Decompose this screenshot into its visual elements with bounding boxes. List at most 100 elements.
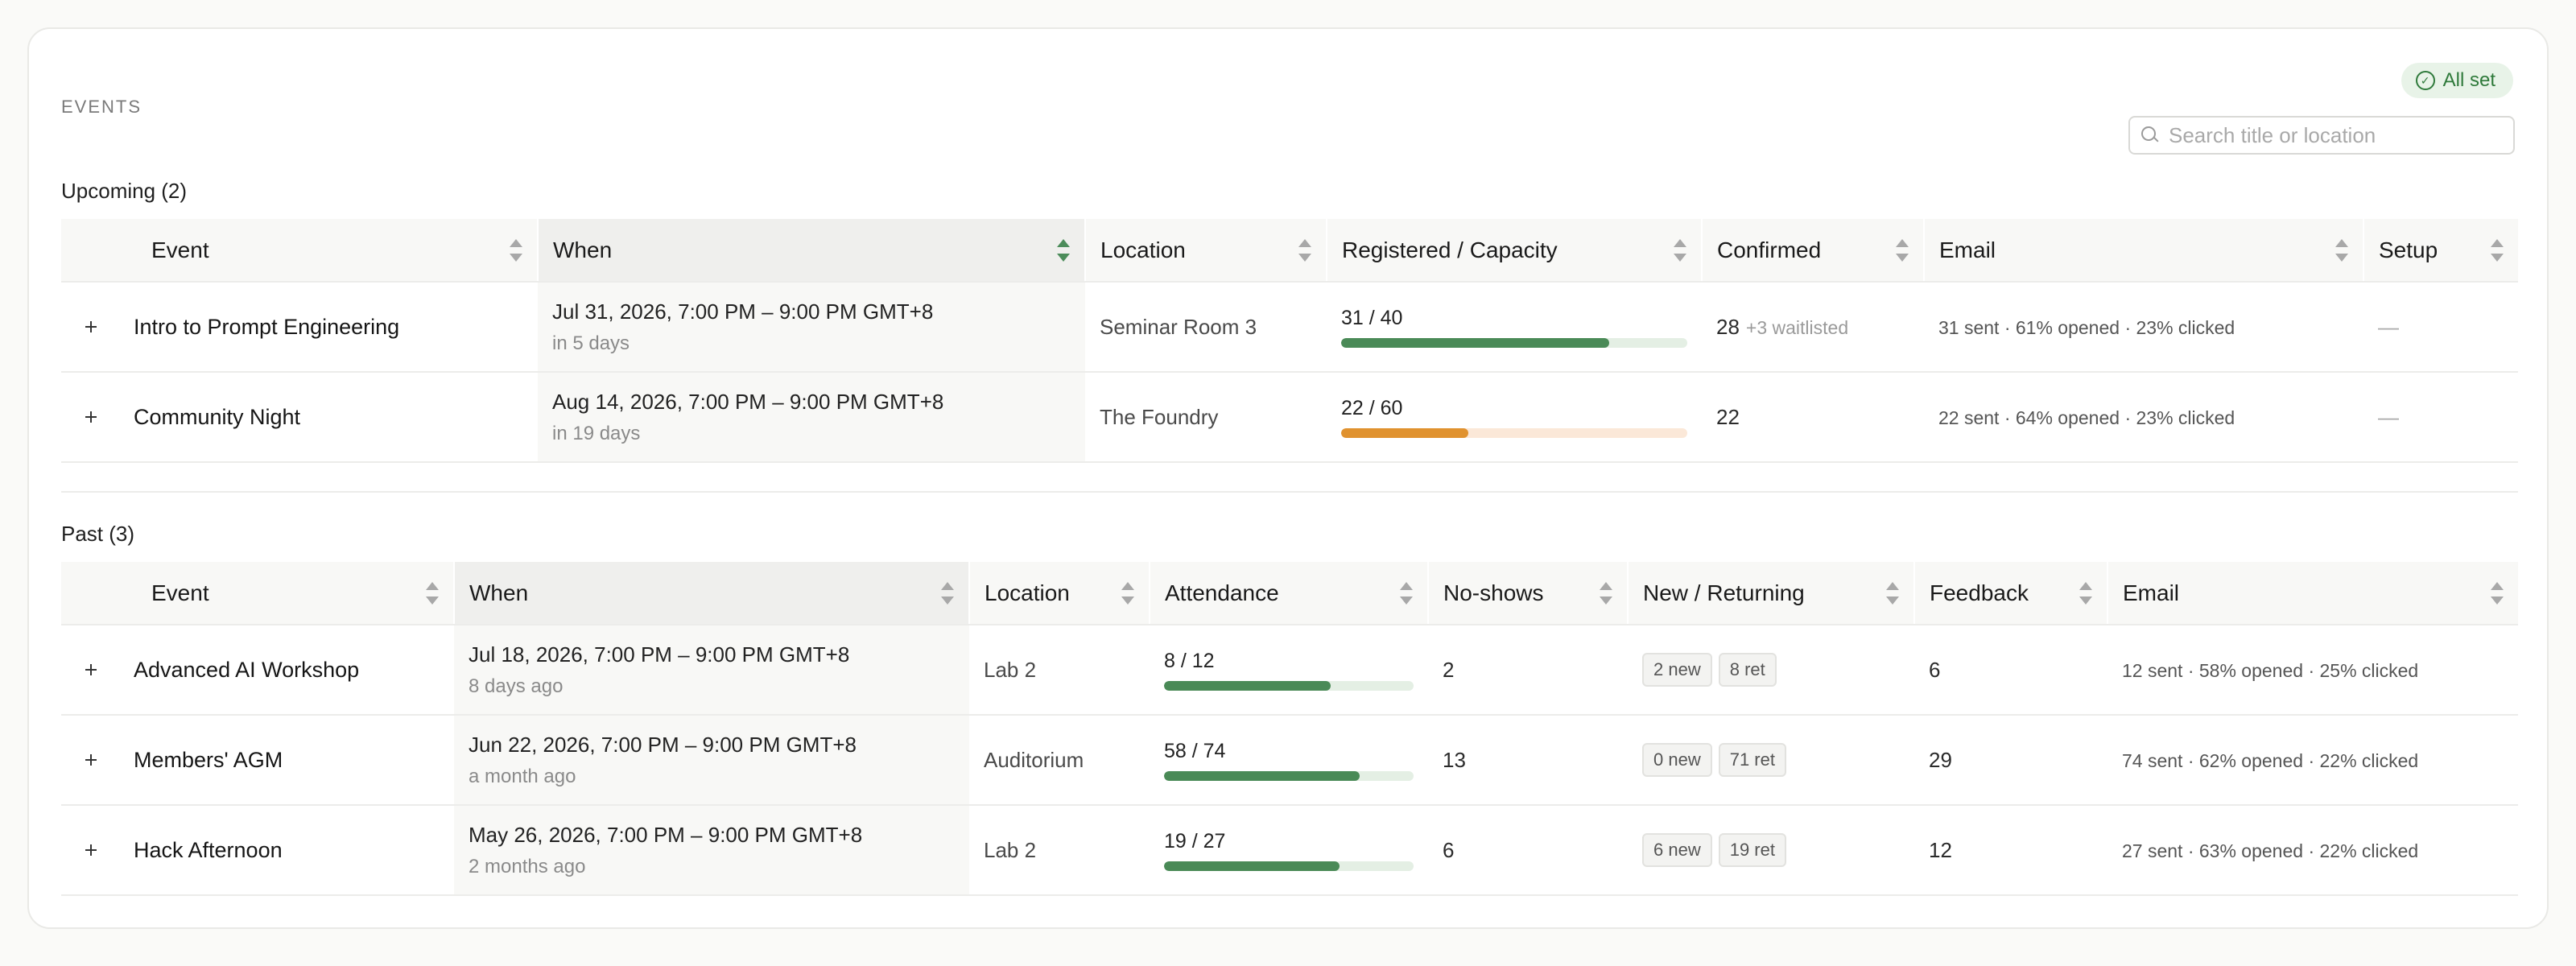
no-shows-count: 2 xyxy=(1443,657,1455,682)
table-row[interactable]: Community Night Aug 14, 2026, 7:00 PM – … xyxy=(61,372,2518,463)
event-when-relative: a month ago xyxy=(469,765,576,787)
col-header-when[interactable]: When xyxy=(454,562,970,625)
expand-icon[interactable] xyxy=(79,748,103,772)
section-divider xyxy=(61,491,2518,493)
col-header-attendance[interactable]: Attendance xyxy=(1150,562,1429,625)
sort-icon[interactable] xyxy=(1886,581,1899,605)
returning-badge: 71 ret xyxy=(1718,743,1786,777)
event-name[interactable]: Intro to Prompt Engineering xyxy=(134,314,400,339)
table-row[interactable]: Advanced AI Workshop Jul 18, 2026, 7:00 … xyxy=(61,625,2518,716)
expand-icon[interactable] xyxy=(79,405,103,429)
event-location: Seminar Room 3 xyxy=(1100,314,1257,339)
email-stats: 12 sent · 58% opened · 25% clicked xyxy=(2122,659,2419,681)
events-card: EVENTS ✓ All set Upcoming (2) Event When… xyxy=(27,27,2549,929)
event-name[interactable]: Advanced AI Workshop xyxy=(134,657,360,682)
event-when: May 26, 2026, 7:00 PM – 9:00 PM GMT+8 xyxy=(469,822,863,847)
col-header-event[interactable]: Event xyxy=(61,219,539,283)
waitlisted-note: +3 waitlisted xyxy=(1745,316,1849,338)
new-badge: 2 new xyxy=(1642,653,1712,687)
col-header-email[interactable]: Email xyxy=(1924,219,2364,283)
col-header-setup[interactable]: Setup xyxy=(2363,219,2518,283)
setup-status: — xyxy=(2378,404,2399,429)
new-badge: 6 new xyxy=(1642,833,1712,867)
event-when-relative: 2 months ago xyxy=(469,855,586,877)
event-name[interactable]: Hack Afternoon xyxy=(134,837,283,862)
event-name[interactable]: Members' AGM xyxy=(134,747,283,772)
search-icon xyxy=(2141,126,2159,144)
event-location: Lab 2 xyxy=(984,837,1037,862)
setup-status: — xyxy=(2378,314,2399,339)
table-row[interactable]: Intro to Prompt Engineering Jul 31, 2026… xyxy=(61,282,2518,373)
past-header-row: Event When Location Attendance No-shows … xyxy=(61,562,2518,625)
sort-icon[interactable] xyxy=(426,581,439,605)
col-header-email[interactable]: Email xyxy=(2107,562,2518,625)
col-header-registered[interactable]: Registered / Capacity xyxy=(1327,219,1703,283)
col-header-event[interactable]: Event xyxy=(61,562,455,625)
event-location: Auditorium xyxy=(984,747,1084,772)
search-box[interactable] xyxy=(2128,116,2515,155)
attendance-count: 58 / 74 xyxy=(1164,739,1226,762)
sort-icon[interactable] xyxy=(2491,238,2504,262)
upcoming-title: Upcoming (2) xyxy=(61,179,188,203)
upcoming-table: Event When Location Registered / Capacit… xyxy=(61,219,2518,463)
event-location: Lab 2 xyxy=(984,657,1037,682)
registered-count: 22 / 60 xyxy=(1341,396,1403,419)
sort-desc-icon[interactable] xyxy=(941,581,954,605)
sort-icon[interactable] xyxy=(1600,581,1612,605)
confirmed-count: 22 xyxy=(1716,404,1740,429)
attendance-bar xyxy=(1164,680,1414,691)
col-header-when[interactable]: When xyxy=(538,219,1086,283)
status-text: All set xyxy=(2442,69,2496,91)
returning-badge: 8 ret xyxy=(1718,653,1777,687)
sort-icon[interactable] xyxy=(1400,581,1413,605)
returning-badge: 19 ret xyxy=(1718,833,1786,867)
section-label: EVENTS xyxy=(61,97,142,117)
feedback-count: 12 xyxy=(1929,837,1952,862)
event-location: The Foundry xyxy=(1100,404,1219,429)
event-name[interactable]: Community Night xyxy=(134,404,301,429)
sort-icon[interactable] xyxy=(2335,238,2348,262)
col-header-confirmed[interactable]: Confirmed xyxy=(1702,219,1925,283)
col-header-new-returning[interactable]: New / Returning xyxy=(1628,562,1915,625)
col-header-location[interactable]: Location xyxy=(969,562,1150,625)
table-row[interactable]: Members' AGM Jun 22, 2026, 7:00 PM – 9:0… xyxy=(61,715,2518,806)
col-header-feedback[interactable]: Feedback xyxy=(1914,562,2108,625)
upcoming-header-row: Event When Location Registered / Capacit… xyxy=(61,219,2518,283)
search-input[interactable] xyxy=(2169,122,2513,148)
sort-icon[interactable] xyxy=(1674,238,1686,262)
sort-asc-icon[interactable] xyxy=(1057,238,1070,262)
event-when: Jul 18, 2026, 7:00 PM – 9:00 PM GMT+8 xyxy=(469,642,850,667)
sort-icon[interactable] xyxy=(1896,238,1909,262)
attendance-bar xyxy=(1164,861,1414,871)
attendance-count: 8 / 12 xyxy=(1164,649,1215,672)
feedback-count: 29 xyxy=(1929,747,1952,772)
event-when-relative: in 19 days xyxy=(552,422,641,444)
email-stats: 22 sent · 64% opened · 23% clicked xyxy=(1938,407,2235,428)
registered-bar xyxy=(1341,427,1687,438)
email-stats: 74 sent · 62% opened · 22% clicked xyxy=(2122,749,2419,771)
event-when: Aug 14, 2026, 7:00 PM – 9:00 PM GMT+8 xyxy=(552,389,944,414)
sort-icon[interactable] xyxy=(1121,581,1134,605)
past-title: Past (3) xyxy=(61,522,135,546)
expand-icon[interactable] xyxy=(79,658,103,682)
check-circle-icon: ✓ xyxy=(2415,71,2435,90)
table-row[interactable]: Hack Afternoon May 26, 2026, 7:00 PM – 9… xyxy=(61,805,2518,896)
attendance-count: 19 / 27 xyxy=(1164,829,1226,852)
new-badge: 0 new xyxy=(1642,743,1712,777)
sort-icon[interactable] xyxy=(2079,581,2092,605)
sort-icon[interactable] xyxy=(1298,238,1311,262)
expand-icon[interactable] xyxy=(79,315,103,339)
status-badge: ✓ All set xyxy=(2401,63,2513,98)
sort-icon[interactable] xyxy=(2491,581,2504,605)
email-stats: 31 sent · 61% opened · 23% clicked xyxy=(1938,316,2235,338)
sort-icon[interactable] xyxy=(510,238,522,262)
expand-icon[interactable] xyxy=(79,838,103,862)
no-shows-count: 6 xyxy=(1443,837,1455,862)
col-header-location[interactable]: Location xyxy=(1085,219,1327,283)
confirmed-count: 28 xyxy=(1716,314,1740,339)
event-when: Jun 22, 2026, 7:00 PM – 9:00 PM GMT+8 xyxy=(469,732,857,757)
registered-count: 31 / 40 xyxy=(1341,306,1403,329)
col-header-no-shows[interactable]: No-shows xyxy=(1428,562,1629,625)
past-table: Event When Location Attendance No-shows … xyxy=(61,562,2518,896)
attendance-bar xyxy=(1164,770,1414,781)
